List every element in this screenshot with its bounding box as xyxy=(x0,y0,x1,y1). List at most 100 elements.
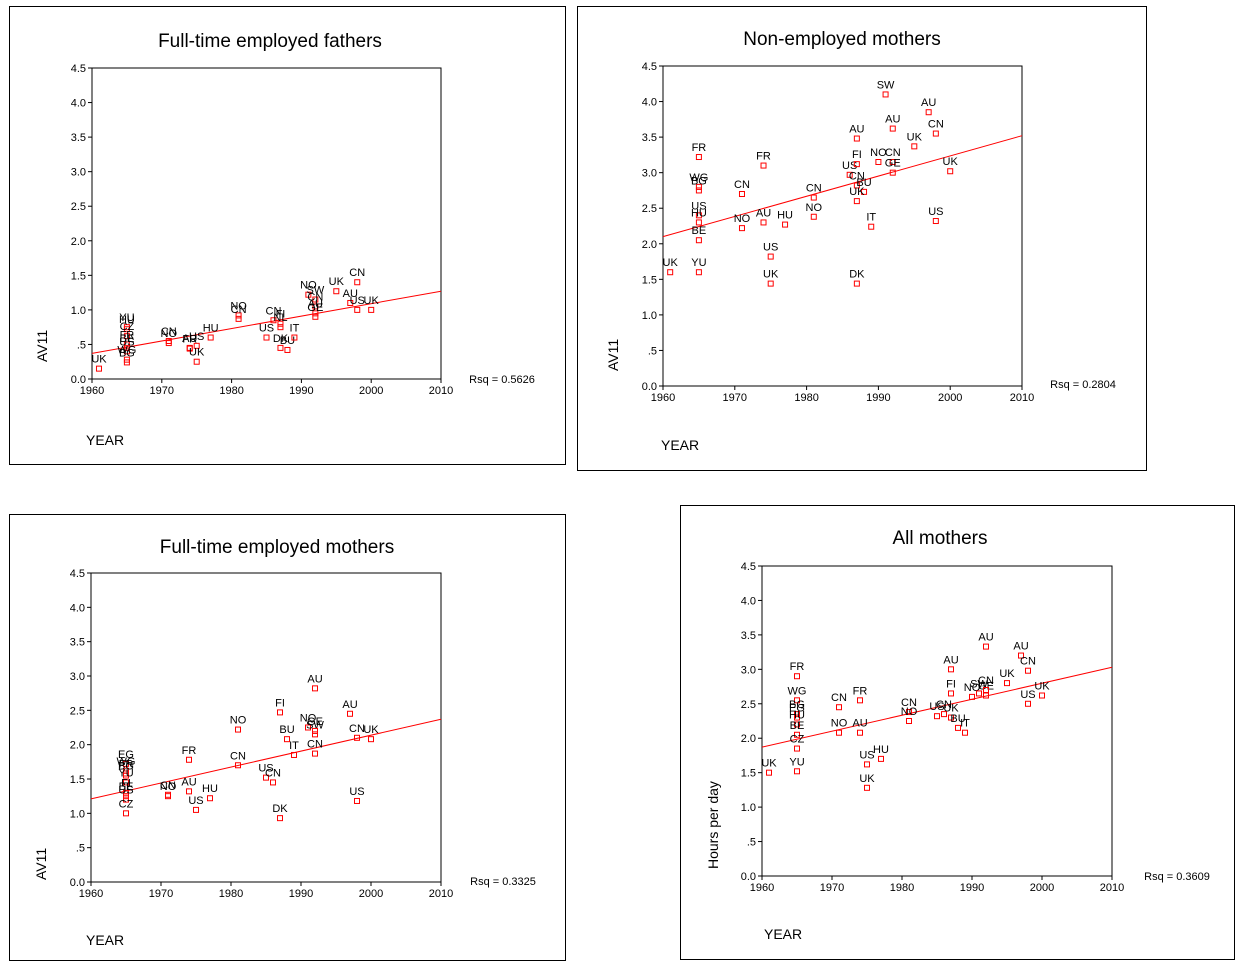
point-label: CN xyxy=(307,291,323,303)
data-point xyxy=(948,714,954,721)
point-label: SW xyxy=(306,285,324,297)
data-point xyxy=(123,789,129,796)
data-point xyxy=(906,709,912,716)
data-point xyxy=(667,269,674,276)
data-point xyxy=(695,269,702,276)
point-label: UK xyxy=(363,724,379,736)
fit-line xyxy=(662,135,1023,238)
data-point xyxy=(857,697,863,704)
data-point xyxy=(347,710,353,717)
point-label: US xyxy=(859,749,874,761)
y-tick-label: .5 xyxy=(747,837,756,849)
data-point xyxy=(186,756,192,763)
y-tick-label: 4.5 xyxy=(71,63,86,75)
data-point xyxy=(277,709,283,716)
data-point xyxy=(983,687,989,693)
data-point xyxy=(165,793,171,800)
y-tick-label: 4.5 xyxy=(642,61,657,73)
y-tick-label: 3.0 xyxy=(741,664,756,676)
point-label: IT xyxy=(290,323,300,335)
y-tick-label: 2.0 xyxy=(71,236,86,248)
data-point xyxy=(312,310,319,317)
point-label: DK xyxy=(849,269,865,281)
point-label: FR xyxy=(692,142,707,154)
y-tick-label: 1.0 xyxy=(70,808,85,820)
data-point xyxy=(291,751,297,758)
point-label: BE xyxy=(120,333,135,345)
point-label: US xyxy=(189,331,204,343)
point-label: GE xyxy=(307,302,323,314)
data-point xyxy=(333,288,340,295)
x-tick-label: 1980 xyxy=(219,888,243,900)
point-label: CN xyxy=(928,119,944,131)
rsq-label: Rsq = 0.2804 xyxy=(1050,379,1116,391)
data-point xyxy=(277,324,284,331)
data-point xyxy=(836,704,842,711)
point-label: GE xyxy=(978,681,994,693)
y-axis-label: AV11 xyxy=(33,848,49,880)
data-point xyxy=(305,724,311,731)
point-label: FR xyxy=(182,334,197,346)
point-label: AU xyxy=(1013,641,1028,653)
data-point xyxy=(235,726,241,733)
data-point xyxy=(853,182,860,189)
point-label: BU xyxy=(280,335,295,347)
point-label: CZ xyxy=(119,798,134,810)
plot-frame xyxy=(761,565,1113,877)
data-point xyxy=(738,225,745,232)
data-point xyxy=(1004,680,1010,687)
x-tick-label: 1970 xyxy=(150,385,174,397)
data-point xyxy=(695,237,702,244)
data-point xyxy=(853,198,860,205)
data-point xyxy=(767,253,774,260)
data-point xyxy=(853,135,860,142)
point-label: US xyxy=(350,295,365,307)
x-axis-label: YEAR xyxy=(661,437,699,453)
y-tick-label: 0.0 xyxy=(70,877,85,889)
data-point xyxy=(123,772,129,779)
data-point xyxy=(123,793,129,800)
data-point xyxy=(123,326,130,333)
point-label: HU xyxy=(691,207,707,219)
x-tick-label: 1960 xyxy=(651,392,675,404)
y-tick-label: 4.5 xyxy=(741,561,756,573)
x-tick-label: 2010 xyxy=(429,385,453,397)
data-point xyxy=(861,188,868,195)
point-label: BG xyxy=(691,175,707,187)
point-label: IT xyxy=(289,740,299,752)
panel-employed-mothers: Full-time employed mothers 0.0 .5 1.0 1.5 2.0… xyxy=(9,514,566,961)
data-point xyxy=(889,169,896,176)
point-label: AU xyxy=(182,333,197,345)
point-label: WG xyxy=(117,345,136,357)
data-point xyxy=(354,797,360,804)
data-point xyxy=(207,334,214,341)
data-point xyxy=(123,359,130,366)
point-label: WG xyxy=(117,756,136,768)
data-point xyxy=(193,358,200,365)
point-label: BE xyxy=(790,720,805,732)
data-point xyxy=(123,341,130,348)
point-label: AU xyxy=(181,776,196,788)
point-label: BU xyxy=(950,713,965,725)
y-tick-label: 4.0 xyxy=(741,595,756,607)
x-tick-label: 2000 xyxy=(938,392,962,404)
data-point xyxy=(955,724,961,731)
data-point xyxy=(889,125,896,132)
plot-frame xyxy=(91,67,442,380)
data-point xyxy=(235,312,242,319)
point-label: IT xyxy=(960,718,970,730)
y-tick-label: 1.0 xyxy=(741,802,756,814)
data-point xyxy=(810,194,817,201)
point-label: UK xyxy=(1034,681,1050,693)
x-tick-label: 1970 xyxy=(149,888,173,900)
data-point xyxy=(263,774,269,781)
data-point xyxy=(193,342,200,349)
data-point xyxy=(738,191,745,197)
x-axis-label: YEAR xyxy=(86,932,124,948)
x-tick-label: 2010 xyxy=(1010,392,1034,404)
data-point xyxy=(186,788,192,795)
data-point xyxy=(794,731,800,738)
point-label: UK xyxy=(329,276,345,288)
data-point xyxy=(857,729,863,736)
x-tick-label: 1980 xyxy=(219,385,243,397)
